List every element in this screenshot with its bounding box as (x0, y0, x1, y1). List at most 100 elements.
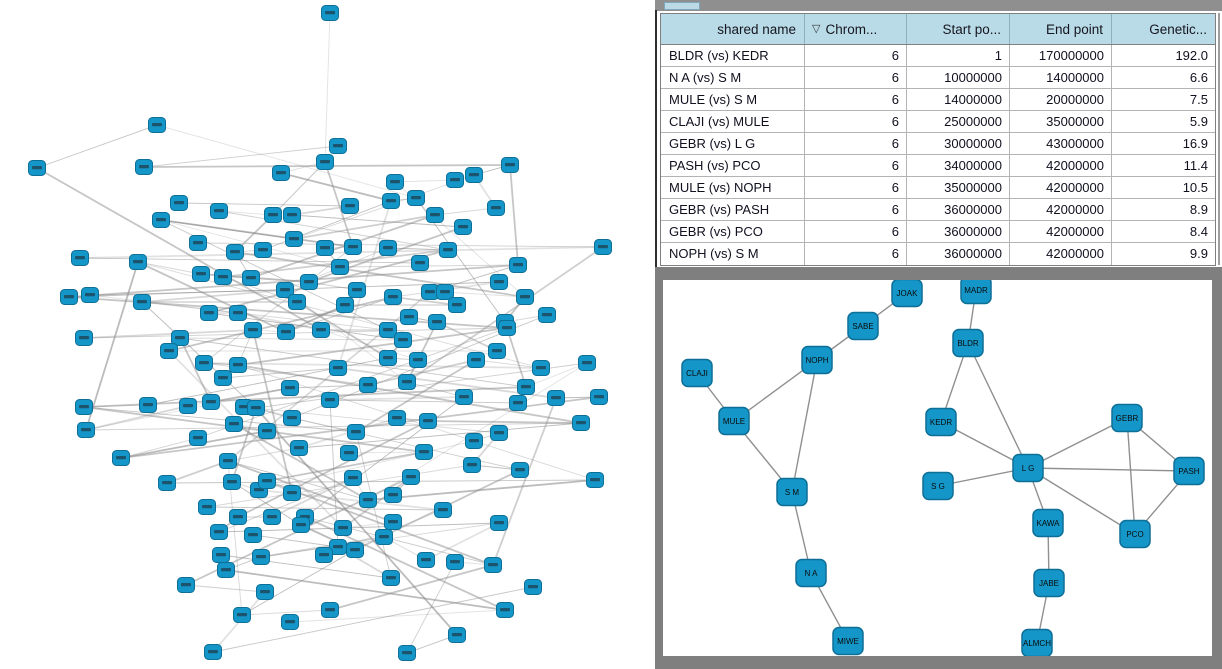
network-node[interactable] (402, 469, 420, 485)
network-node[interactable] (252, 549, 270, 565)
network-node[interactable] (400, 309, 418, 325)
network-node[interactable] (516, 289, 534, 305)
network-node-sg[interactable]: S G (922, 471, 954, 501)
column-header-genetic[interactable]: Genetic... (1112, 14, 1215, 44)
network-node[interactable] (407, 190, 425, 206)
network-node[interactable] (276, 282, 294, 298)
network-node[interactable] (329, 138, 347, 154)
network-node[interactable] (195, 355, 213, 371)
network-node[interactable] (75, 399, 93, 415)
network-node[interactable] (524, 579, 542, 595)
network-node-kedr[interactable]: KEDR (925, 407, 957, 437)
network-node[interactable] (202, 394, 220, 410)
network-node[interactable] (384, 289, 402, 305)
network-node-pash[interactable]: PASH (1173, 456, 1205, 486)
network-node[interactable] (281, 380, 299, 396)
network-node[interactable] (394, 332, 412, 348)
network-node[interactable] (415, 444, 433, 460)
network-node[interactable] (204, 644, 222, 660)
network-node[interactable] (382, 570, 400, 586)
filter-icon[interactable]: ▽ (812, 22, 821, 35)
network-node[interactable] (281, 614, 299, 630)
network-node[interactable] (467, 352, 485, 368)
network-node[interactable] (316, 240, 334, 256)
table-panel-tab[interactable] (664, 2, 700, 10)
network-node[interactable] (409, 352, 427, 368)
network-node-bldr[interactable]: BLDR (952, 328, 984, 358)
network-node[interactable] (258, 473, 276, 489)
network-node[interactable] (331, 259, 349, 275)
network-node[interactable] (264, 207, 282, 223)
column-header-endpoint[interactable]: End point (1010, 14, 1112, 44)
network-node-jabe[interactable]: JABE (1033, 568, 1065, 598)
network-node[interactable] (590, 389, 608, 405)
table-row[interactable]: NOPH (vs) S M 6 36000000 42000000 9.9 (661, 243, 1215, 265)
network-node[interactable] (439, 242, 457, 258)
network-node[interactable] (244, 322, 262, 338)
network-node[interactable] (229, 305, 247, 321)
network-node[interactable] (192, 266, 210, 282)
network-node[interactable] (501, 157, 519, 173)
network-node[interactable] (465, 433, 483, 449)
network-node[interactable] (487, 200, 505, 216)
network-node[interactable] (538, 307, 556, 323)
subnetwork-canvas[interactable]: JOAK MADR SABE BLDR NOPH CLAJI GEBR KEDR MULE L G… (663, 280, 1212, 656)
network-node[interactable] (484, 557, 502, 573)
network-node[interactable] (496, 602, 514, 618)
network-node[interactable] (436, 284, 454, 300)
network-node[interactable] (594, 239, 612, 255)
network-node[interactable] (288, 294, 306, 310)
table-row[interactable]: GEBR (vs) PCO 6 36000000 42000000 8.4 (661, 221, 1215, 243)
network-node[interactable] (448, 627, 466, 643)
network-node[interactable] (321, 392, 339, 408)
network-node[interactable] (233, 607, 251, 623)
network-node[interactable] (344, 470, 362, 486)
network-node[interactable] (160, 343, 178, 359)
network-node[interactable] (71, 250, 89, 266)
network-node[interactable] (158, 475, 176, 491)
network-node[interactable] (277, 324, 295, 340)
network-node-almch[interactable]: ALMCH (1021, 628, 1053, 657)
network-node[interactable] (490, 274, 508, 290)
network-node[interactable] (210, 524, 228, 540)
table-row[interactable]: PASH (vs) PCO 6 34000000 42000000 11.4 (661, 155, 1215, 177)
network-node[interactable] (225, 416, 243, 432)
network-node[interactable] (511, 462, 529, 478)
network-node[interactable] (411, 255, 429, 271)
table-row[interactable]: N A (vs) S M 6 10000000 14000000 6.6 (661, 67, 1215, 89)
network-node[interactable] (198, 499, 216, 515)
network-node[interactable] (300, 274, 318, 290)
network-node[interactable] (285, 231, 303, 247)
network-node[interactable] (152, 212, 170, 228)
network-node[interactable] (341, 198, 359, 214)
network-node[interactable] (419, 413, 437, 429)
network-node[interactable] (578, 355, 596, 371)
network-node[interactable] (171, 330, 189, 346)
network-node[interactable] (359, 492, 377, 508)
network-node[interactable] (532, 360, 550, 376)
network-node[interactable] (254, 242, 272, 258)
network-node-miwe[interactable]: MIWE (832, 626, 864, 656)
network-node-sabe[interactable]: SABE (847, 311, 879, 341)
network-node[interactable] (135, 159, 153, 175)
network-node[interactable] (214, 269, 232, 285)
network-node[interactable] (242, 270, 260, 286)
column-header-sharedname[interactable]: shared name (661, 14, 805, 44)
network-node[interactable] (229, 509, 247, 525)
network-node-joak[interactable]: JOAK (891, 280, 923, 308)
network-node[interactable] (547, 390, 565, 406)
network-node-na[interactable]: N A (795, 558, 827, 588)
network-node[interactable] (229, 357, 247, 373)
network-node[interactable] (417, 552, 435, 568)
network-node[interactable] (214, 370, 232, 386)
network-node[interactable] (315, 547, 333, 563)
network-node[interactable] (133, 294, 151, 310)
network-node[interactable] (398, 374, 416, 390)
network-node[interactable] (359, 377, 377, 393)
network-node-kawa[interactable]: KAWA (1032, 508, 1064, 538)
network-node-claji[interactable]: CLAJI (681, 358, 713, 388)
network-node[interactable] (375, 529, 393, 545)
network-node[interactable] (148, 117, 166, 133)
network-node[interactable] (219, 453, 237, 469)
network-node[interactable] (321, 602, 339, 618)
